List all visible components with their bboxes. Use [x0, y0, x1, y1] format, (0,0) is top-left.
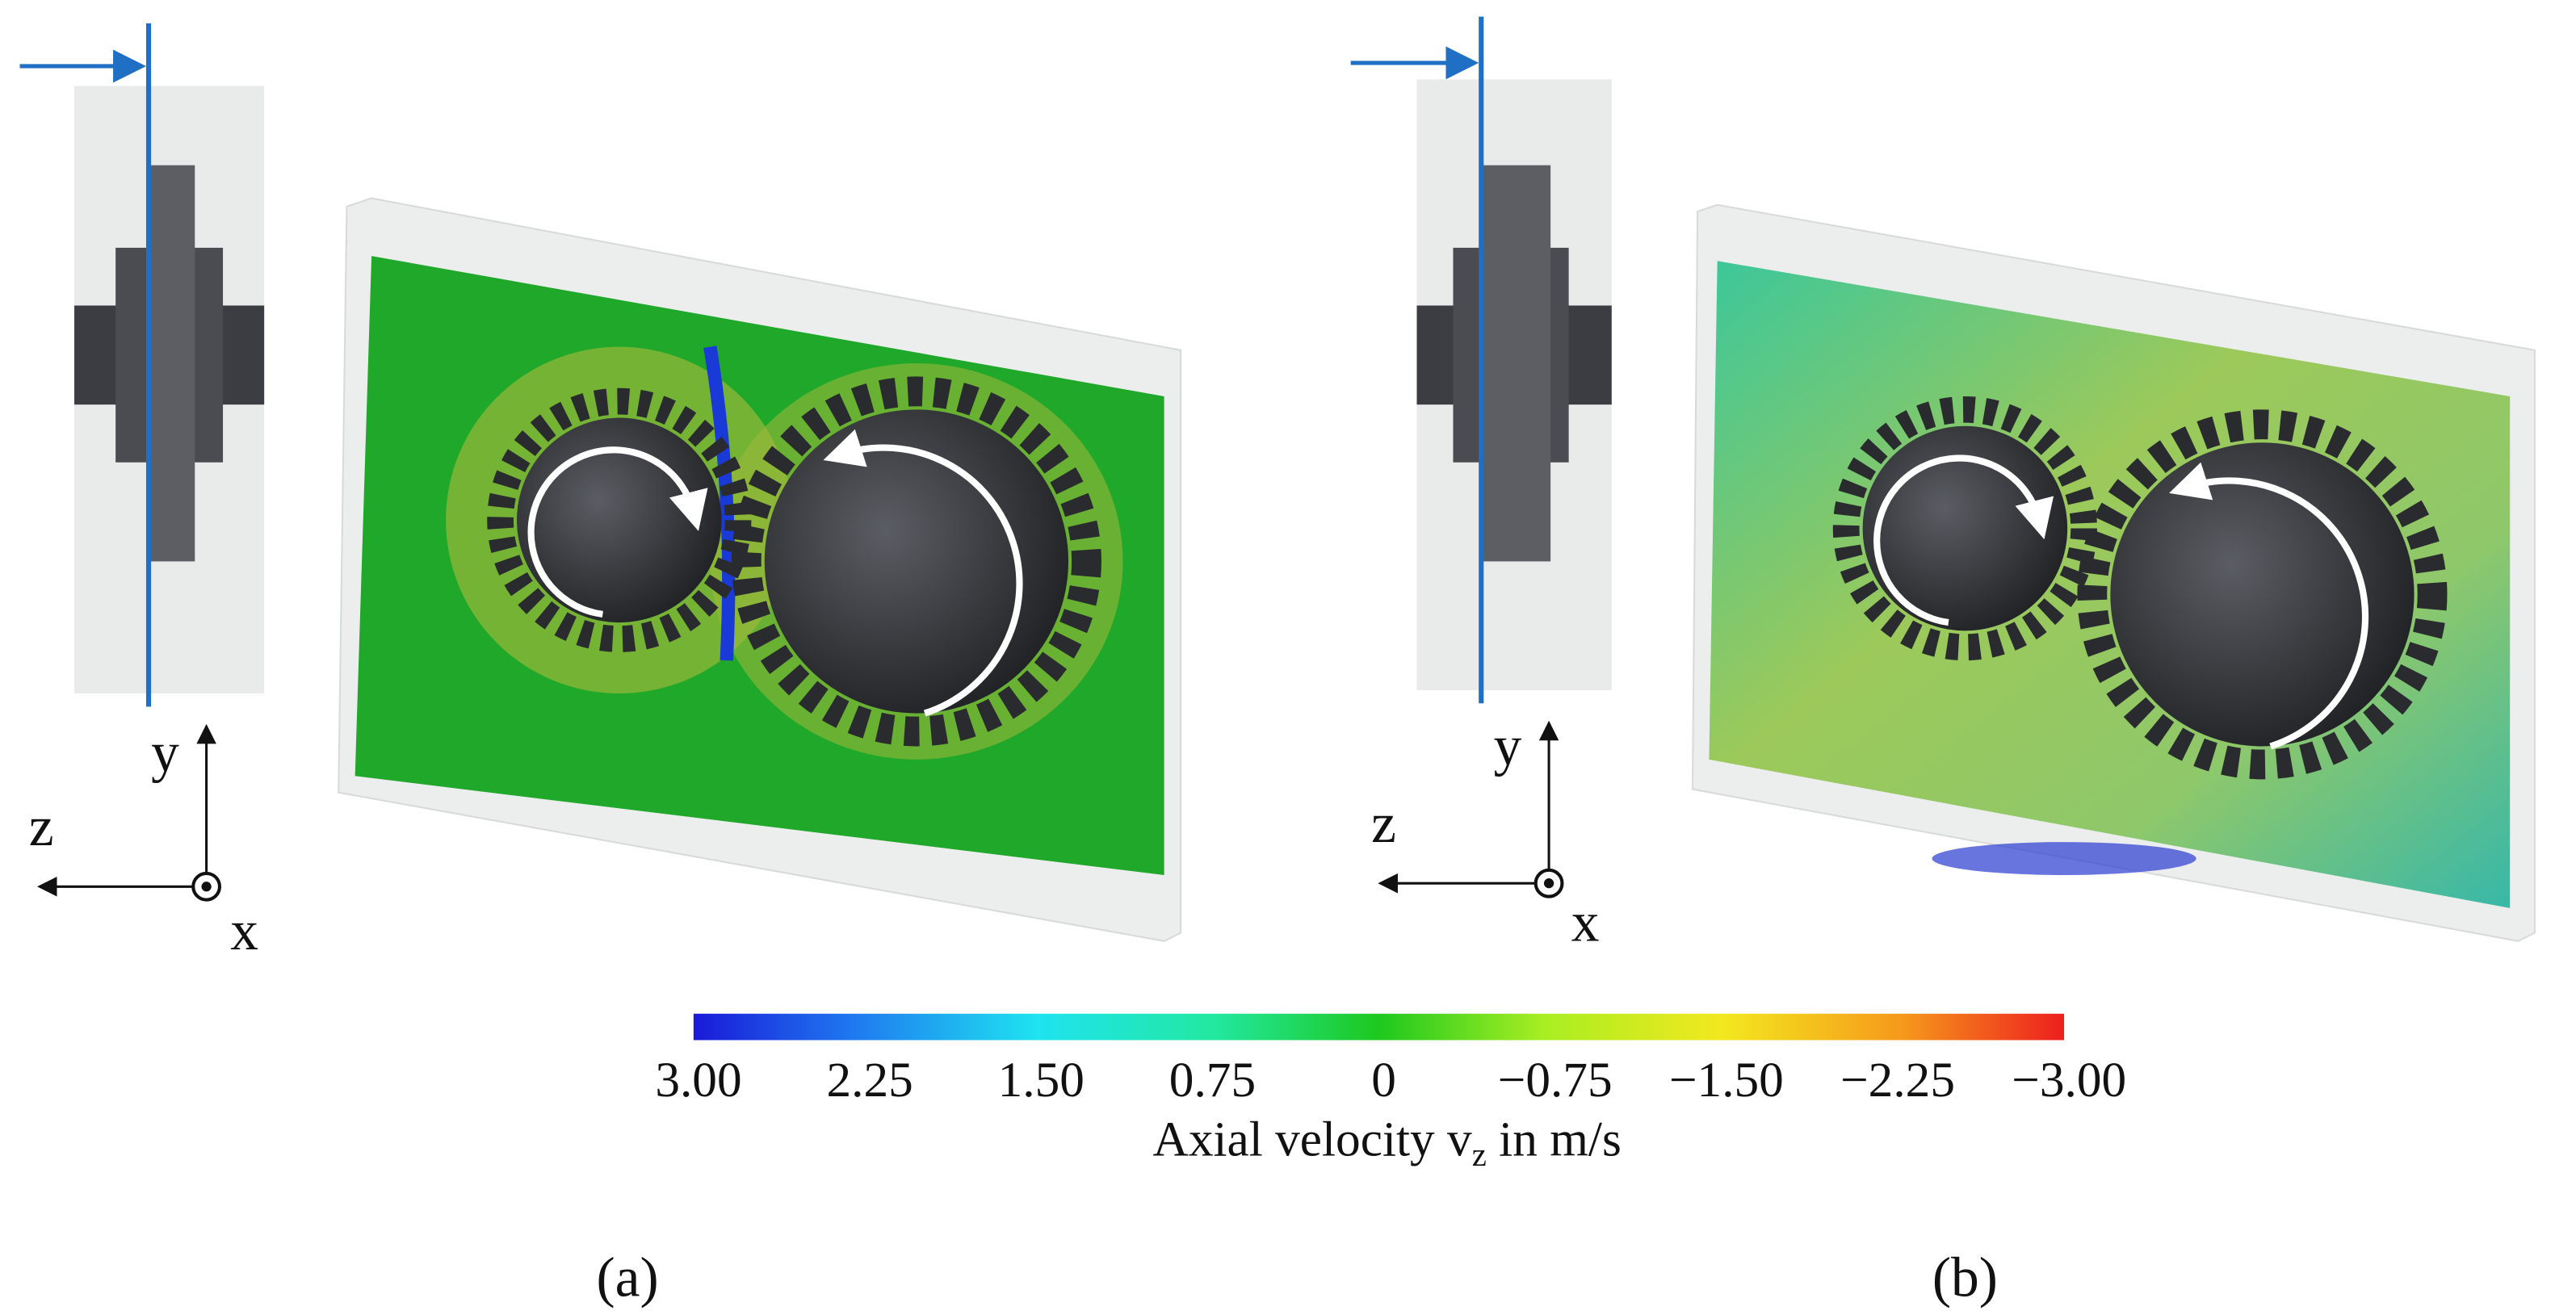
colorbar-tick-label: −0.75 [1498, 1053, 1613, 1108]
x-axis-dot [201, 882, 212, 892]
label-unit: in m/s [1487, 1112, 1622, 1167]
axis-label: y [1494, 715, 1522, 777]
side-gear [1481, 165, 1551, 562]
axis-label: x [1571, 892, 1600, 954]
x-axis-dot [1543, 878, 1554, 889]
axis-label: y [151, 722, 179, 784]
panel-a: y z x (a) [19, 23, 1182, 1309]
colorbar-tick-label: −2.25 [1840, 1053, 1955, 1108]
panel-label: (a) [596, 1246, 658, 1309]
panel-label: (b) [1932, 1246, 1998, 1309]
rotation-arrow [823, 429, 1023, 717]
side-gear [149, 165, 195, 562]
axis-label: z [29, 796, 54, 858]
rotation-arrow [527, 446, 708, 618]
rotation-arrow [2169, 462, 2369, 750]
label-main: Axial velocity v [1153, 1112, 1472, 1167]
colorbar-label: Axial velocity vz in m/s [1153, 1112, 1622, 1173]
label-subscript: z [1472, 1137, 1487, 1173]
colorbar-tick-label: 3.00 [655, 1053, 741, 1108]
gear-teeth [1832, 396, 2097, 661]
rotation-arrow [1873, 454, 2054, 626]
panel-b: y z x (b) [1350, 16, 2536, 1309]
gear-teeth [731, 376, 1101, 747]
gear [2110, 442, 2414, 747]
axis-label: x [230, 900, 258, 962]
colorbar: Axial velocity vz in m/s 3.00 2.25 1.50 0.7… [655, 1013, 2126, 1173]
gear [764, 409, 1069, 714]
gear-teeth [487, 387, 752, 652]
colorbar-tick-label: −3.00 [2012, 1053, 2126, 1108]
colorbar-tick-label: 1.50 [998, 1053, 1085, 1108]
colorbar-tick-label: 2.25 [826, 1053, 913, 1108]
jet [703, 346, 736, 661]
gear-teeth [2077, 409, 2448, 780]
colorbar-scale [693, 1013, 2065, 1041]
colorbar-tick-label: 0.75 [1169, 1053, 1256, 1108]
axis-label: z [1371, 793, 1396, 855]
flow-region [1932, 842, 2196, 875]
colorbar-tick-label: 0 [1371, 1053, 1396, 1108]
colorbar-tick-label: −1.50 [1669, 1053, 1784, 1108]
